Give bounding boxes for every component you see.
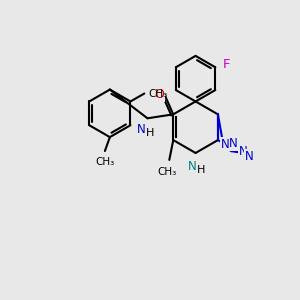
Text: H: H — [197, 165, 206, 175]
Text: N: N — [244, 150, 253, 163]
Text: F: F — [223, 58, 231, 71]
Text: CH₃: CH₃ — [158, 167, 177, 177]
Text: N: N — [221, 138, 230, 151]
Text: CH₃: CH₃ — [148, 88, 167, 98]
Text: N: N — [188, 160, 197, 173]
Text: H: H — [146, 128, 155, 138]
Text: N: N — [238, 145, 247, 158]
Text: N: N — [137, 123, 146, 136]
Text: O: O — [154, 88, 164, 101]
Text: N: N — [229, 137, 237, 150]
Text: CH₃: CH₃ — [95, 157, 115, 167]
